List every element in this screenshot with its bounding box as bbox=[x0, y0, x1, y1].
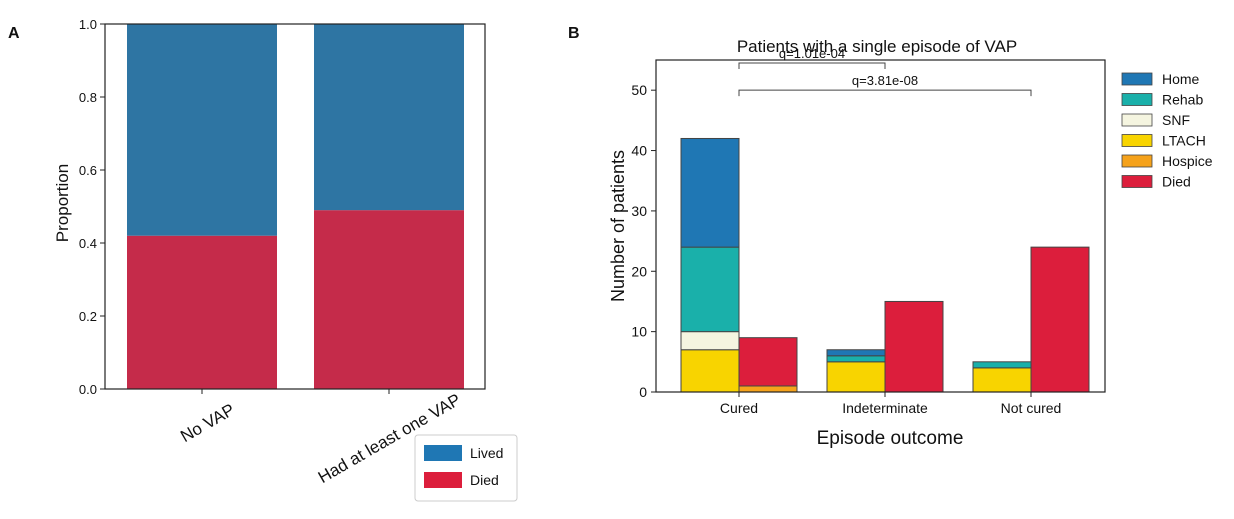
chart-b-y-axis: 0 10 20 30 40 50 bbox=[631, 82, 656, 400]
chart-a-legend: Lived Died bbox=[414, 434, 518, 502]
bar-segment-died bbox=[738, 337, 798, 387]
bar-died-1 bbox=[127, 235, 277, 389]
y-tick-label: 20 bbox=[631, 263, 647, 279]
chart-a-frame bbox=[104, 23, 486, 390]
bar-segment-ltach bbox=[680, 349, 740, 393]
y-tick-label: 40 bbox=[631, 143, 647, 159]
legend-label-snf: SNF bbox=[1162, 112, 1190, 128]
x-tick-label: Cured bbox=[720, 400, 758, 416]
x-tick-label: Not cured bbox=[1001, 400, 1062, 416]
chart-a-bars bbox=[127, 24, 464, 389]
legend-swatch-home bbox=[1121, 72, 1153, 86]
legend-label-ltach: LTACH bbox=[1162, 133, 1206, 149]
bar-segment-rehab bbox=[972, 361, 1032, 369]
bar-segment-rehab bbox=[680, 246, 740, 333]
legend-swatch-lived bbox=[424, 445, 462, 461]
legend-swatch-hospice bbox=[1121, 154, 1153, 168]
significance-label: q=1.01e-04 bbox=[779, 46, 845, 61]
y-tick-label: 10 bbox=[631, 324, 647, 340]
chart-a: 0.00.20.40.60.81.0 No VAP Had at least on… bbox=[53, 17, 518, 502]
y-tick-label: 30 bbox=[631, 203, 647, 219]
chart-b-title: Patients with a single episode of VAP bbox=[737, 37, 1017, 56]
y-tick-label: 50 bbox=[631, 82, 647, 98]
chart-b: Patients with a single episode of VAP 0 1… bbox=[608, 37, 1213, 449]
legend-label-died: Died bbox=[470, 472, 499, 488]
x-tick-label: Indeterminate bbox=[842, 400, 928, 416]
chart-b-x-axis: Cured Indeterminate Not cured bbox=[720, 392, 1061, 416]
y-tick-label: 0.0 bbox=[79, 382, 97, 397]
chart-b-annotations: q=1.01e-04 q=3.81e-08 bbox=[738, 46, 1032, 97]
bar-died-2 bbox=[314, 210, 464, 389]
legend-label-home: Home bbox=[1162, 71, 1200, 87]
bar-segment-died bbox=[884, 300, 944, 393]
chart-b-x-label: Episode outcome bbox=[817, 428, 964, 449]
legend-swatch-died bbox=[424, 472, 462, 488]
significance-bracket bbox=[738, 62, 886, 70]
chart-a-y-axis: 0.0 0.2 0.4 0.6 0.8 1.0 bbox=[79, 17, 105, 397]
legend-label-rehab: Rehab bbox=[1162, 92, 1203, 108]
legend-swatch-rehab bbox=[1121, 93, 1153, 106]
y-tick-label: 0 bbox=[639, 384, 647, 400]
bar-segment-home bbox=[680, 137, 740, 248]
x-tick-label: No VAP bbox=[177, 400, 238, 446]
legend-swatch-died bbox=[1121, 175, 1153, 188]
bar-segment-ltach bbox=[826, 361, 886, 393]
y-tick-label: 1.0 bbox=[79, 17, 97, 32]
panel-b-label: B bbox=[568, 25, 580, 42]
bar-lived-1 bbox=[127, 24, 277, 236]
legend-label-lived: Lived bbox=[470, 445, 503, 461]
chart-a-y-label: Proportion bbox=[53, 164, 72, 242]
panel-a-label: A bbox=[8, 25, 20, 42]
bar-segment-ltach bbox=[972, 367, 1032, 393]
legend-swatch-snf bbox=[1121, 113, 1153, 127]
bar-segment-home bbox=[826, 349, 886, 357]
y-tick-label: 0.4 bbox=[79, 236, 97, 251]
chart-b-bars bbox=[680, 137, 1090, 393]
chart-b-y-label: Number of patients bbox=[608, 150, 628, 302]
bar-segment-died bbox=[1030, 246, 1090, 393]
significance-bracket bbox=[738, 89, 1032, 97]
y-tick-label: 0.6 bbox=[79, 163, 97, 178]
bar-segment-snf bbox=[680, 331, 740, 351]
y-tick-label: 0.8 bbox=[79, 90, 97, 105]
bar-segment-hospice bbox=[738, 385, 798, 393]
legend-swatch-ltach bbox=[1121, 134, 1153, 147]
legend-label-hospice: Hospice bbox=[1162, 153, 1213, 169]
y-tick-label: 0.2 bbox=[79, 309, 97, 324]
legend-label-died: Died bbox=[1162, 174, 1191, 190]
bar-lived-2 bbox=[314, 24, 464, 211]
chart-b-frame bbox=[655, 59, 1106, 393]
significance-label: q=3.81e-08 bbox=[852, 73, 918, 88]
chart-b-legend: Home Rehab SNF LTACH Hospice Died bbox=[1121, 71, 1213, 190]
bar-segment-rehab bbox=[826, 355, 886, 363]
